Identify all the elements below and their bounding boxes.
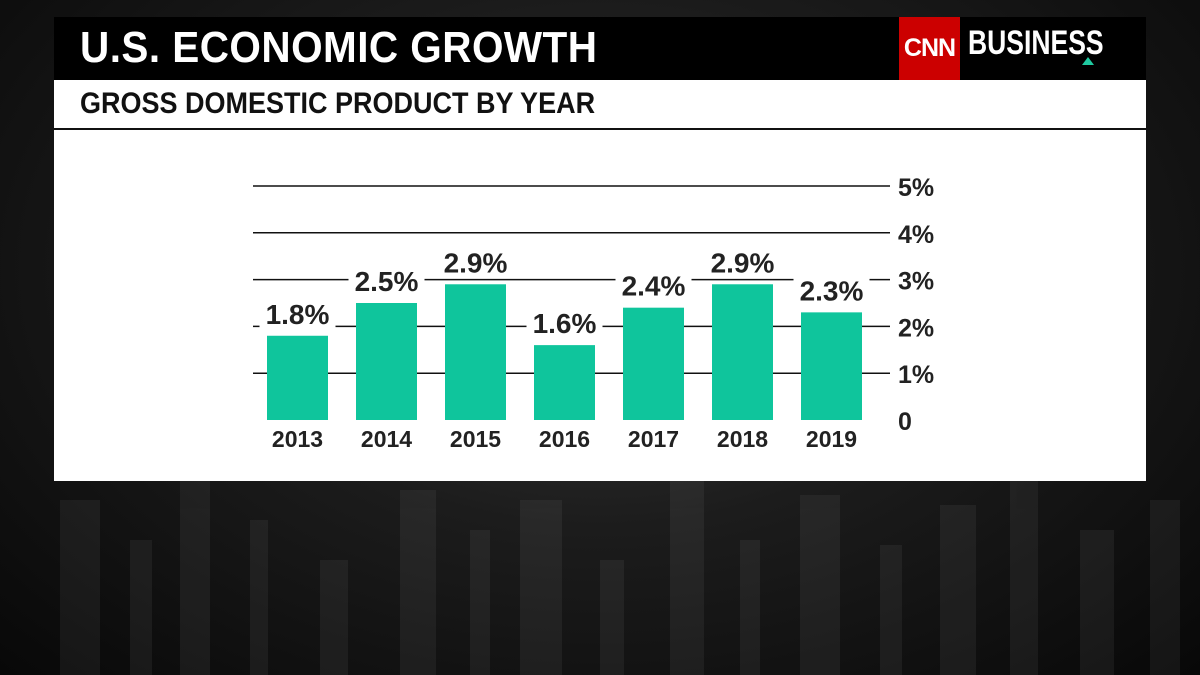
- data-label-backing: [704, 242, 781, 279]
- page-title: U.S. ECONOMIC GROWTH: [80, 23, 598, 72]
- bar: [623, 307, 684, 420]
- bar: [801, 312, 862, 420]
- data-label: 1.6%: [533, 308, 597, 339]
- category-label: 2013: [272, 426, 323, 452]
- triangle-up-icon: [1082, 57, 1094, 65]
- data-label: 2.9%: [711, 247, 775, 278]
- data-label-backing: [348, 261, 425, 297]
- data-label: 1.8%: [266, 299, 330, 330]
- data-label-backing: [526, 303, 603, 340]
- bar: [534, 345, 595, 420]
- data-label-backing: [437, 242, 514, 279]
- data-label-backing: [259, 293, 336, 330]
- category-label: 2017: [628, 426, 679, 452]
- bar: [267, 335, 328, 420]
- category-label: 2015: [450, 426, 501, 452]
- label-layer: 1.8% 2013 2.5% 2014 2.9% 2015 1.6% 2016 2.4% 2017…: [266, 247, 864, 452]
- chart-subtitle: GROSS DOMESTIC PRODUCT BY YEAR: [80, 87, 596, 120]
- cnn-logo: CNN: [899, 17, 960, 80]
- data-label: 2.4%: [622, 271, 686, 302]
- bar-layer: [259, 242, 870, 420]
- y-tick-label: 3%: [898, 268, 934, 296]
- chart-panel: 0 1% 2% 3% 4% 5% 1.8% 2013 2.5% 2014 2.9% 2015 1.6%…: [54, 130, 1146, 481]
- bar: [445, 284, 506, 420]
- data-label: 2.5%: [355, 266, 419, 297]
- category-label: 2014: [361, 426, 412, 452]
- y-tick-label: 1%: [898, 361, 934, 389]
- title-bar: U.S. ECONOMIC GROWTH CNN BUSINESS: [54, 17, 1146, 80]
- subtitle-bar: GROSS DOMESTIC PRODUCT BY YEAR: [54, 80, 1146, 130]
- category-label: 2019: [806, 426, 857, 452]
- data-label-backing: [793, 270, 870, 307]
- y-tick-label: 4%: [898, 221, 934, 249]
- gdp-bar-chart: 0 1% 2% 3% 4% 5% 1.8% 2013 2.5% 2014 2.9% 2015 1.6%…: [253, 174, 934, 452]
- category-label: 2018: [717, 426, 768, 452]
- data-label: 2.3%: [800, 275, 864, 306]
- data-label-backing: [615, 265, 692, 302]
- y-tick-label: 5%: [898, 174, 934, 202]
- business-logo-text: BUSINESS: [968, 24, 1104, 62]
- data-label: 2.9%: [444, 247, 508, 278]
- cnn-logo-mark: CNN: [903, 34, 956, 62]
- y-tick-label: 2%: [898, 314, 934, 342]
- y-tick-label: 0: [898, 408, 912, 436]
- bar: [712, 284, 773, 420]
- bar: [356, 303, 417, 420]
- category-label: 2016: [539, 426, 590, 452]
